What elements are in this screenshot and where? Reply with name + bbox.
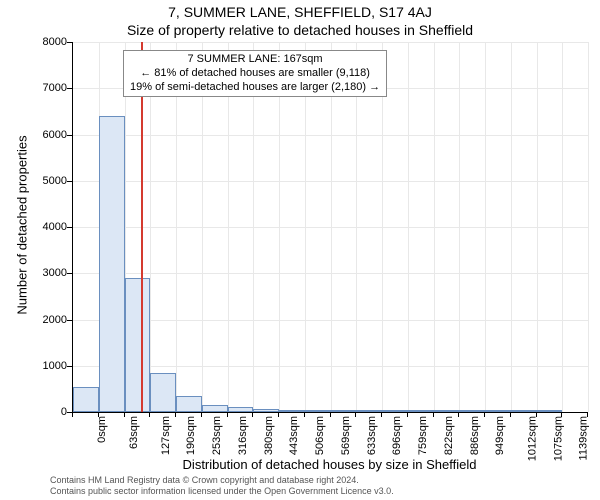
x-tick-label: 759sqm: [417, 416, 429, 455]
histogram-bar: [459, 410, 485, 412]
x-axis-label: Distribution of detached houses by size …: [72, 457, 587, 472]
y-tick-label: 0: [27, 406, 67, 418]
x-tick-label: 506sqm: [314, 416, 326, 455]
x-tick-label: 1139sqm: [577, 416, 589, 460]
y-tick-label: 7000: [27, 82, 67, 94]
plot-area: 7 SUMMER LANE: 167sqm ← 81% of detached …: [72, 42, 588, 413]
histogram-bar: [150, 373, 176, 412]
x-tick-label: 569sqm: [340, 416, 352, 455]
y-tick-label: 6000: [27, 129, 67, 141]
histogram-bar: [279, 410, 305, 412]
x-tick-label: 633sqm: [366, 416, 378, 455]
histogram-bar: [99, 116, 125, 412]
histogram-bar: [511, 410, 537, 412]
callout-line1: 7 SUMMER LANE: 167sqm: [130, 53, 380, 67]
histogram-bar: [331, 410, 357, 412]
x-tick-label: 443sqm: [288, 416, 300, 455]
x-tick-label: 822sqm: [443, 416, 455, 455]
y-tick-label: 8000: [27, 36, 67, 48]
reference-callout: 7 SUMMER LANE: 167sqm ← 81% of detached …: [123, 50, 387, 97]
footer-line2: Contains public sector information licen…: [50, 486, 590, 496]
histogram-bar: [356, 410, 382, 412]
callout-line2: ← 81% of detached houses are smaller (9,…: [130, 67, 380, 81]
y-tick-label: 2000: [27, 314, 67, 326]
histogram-bar: [485, 410, 511, 412]
x-tick-label: 190sqm: [185, 416, 197, 455]
x-tick-label: 127sqm: [160, 416, 172, 455]
footer-line1: Contains HM Land Registry data © Crown c…: [50, 475, 590, 485]
histogram-bar: [434, 410, 460, 412]
histogram-bar: [176, 396, 202, 412]
x-tick-label: 949sqm: [494, 416, 506, 455]
histogram-bar: [125, 278, 151, 412]
x-tick-label: 380sqm: [263, 416, 275, 455]
x-tick-label: 1012sqm: [526, 416, 538, 461]
y-tick-label: 3000: [27, 267, 67, 279]
histogram-bar: [382, 410, 408, 412]
x-tick-label: 253sqm: [211, 416, 223, 455]
x-tick-label: 63sqm: [128, 416, 140, 449]
y-tick-label: 4000: [27, 221, 67, 233]
histogram-bar: [537, 410, 563, 412]
callout-line3: 19% of semi-detached houses are larger (…: [130, 81, 380, 95]
x-tick-label: 316sqm: [237, 416, 249, 455]
histogram-bar: [305, 410, 331, 412]
x-tick-label: 696sqm: [391, 416, 403, 455]
histogram-bar: [253, 409, 279, 412]
x-tick-label: 1075sqm: [552, 416, 564, 461]
histogram-bar: [73, 387, 99, 412]
y-tick-label: 5000: [27, 175, 67, 187]
histogram-bar: [408, 410, 434, 412]
histogram-bar: [228, 407, 254, 412]
footer-attribution: Contains HM Land Registry data © Crown c…: [50, 475, 590, 496]
chart-address-title: 7, SUMMER LANE, SHEFFIELD, S17 4AJ: [0, 4, 600, 20]
reference-line: [141, 42, 143, 412]
histogram-bar: [202, 405, 228, 412]
chart-container: 7, SUMMER LANE, SHEFFIELD, S17 4AJ Size …: [0, 0, 600, 500]
x-tick-label: 0sqm: [96, 416, 108, 443]
chart-subtitle: Size of property relative to detached ho…: [0, 22, 600, 38]
y-tick-label: 1000: [27, 360, 67, 372]
x-tick-label: 886sqm: [469, 416, 481, 455]
